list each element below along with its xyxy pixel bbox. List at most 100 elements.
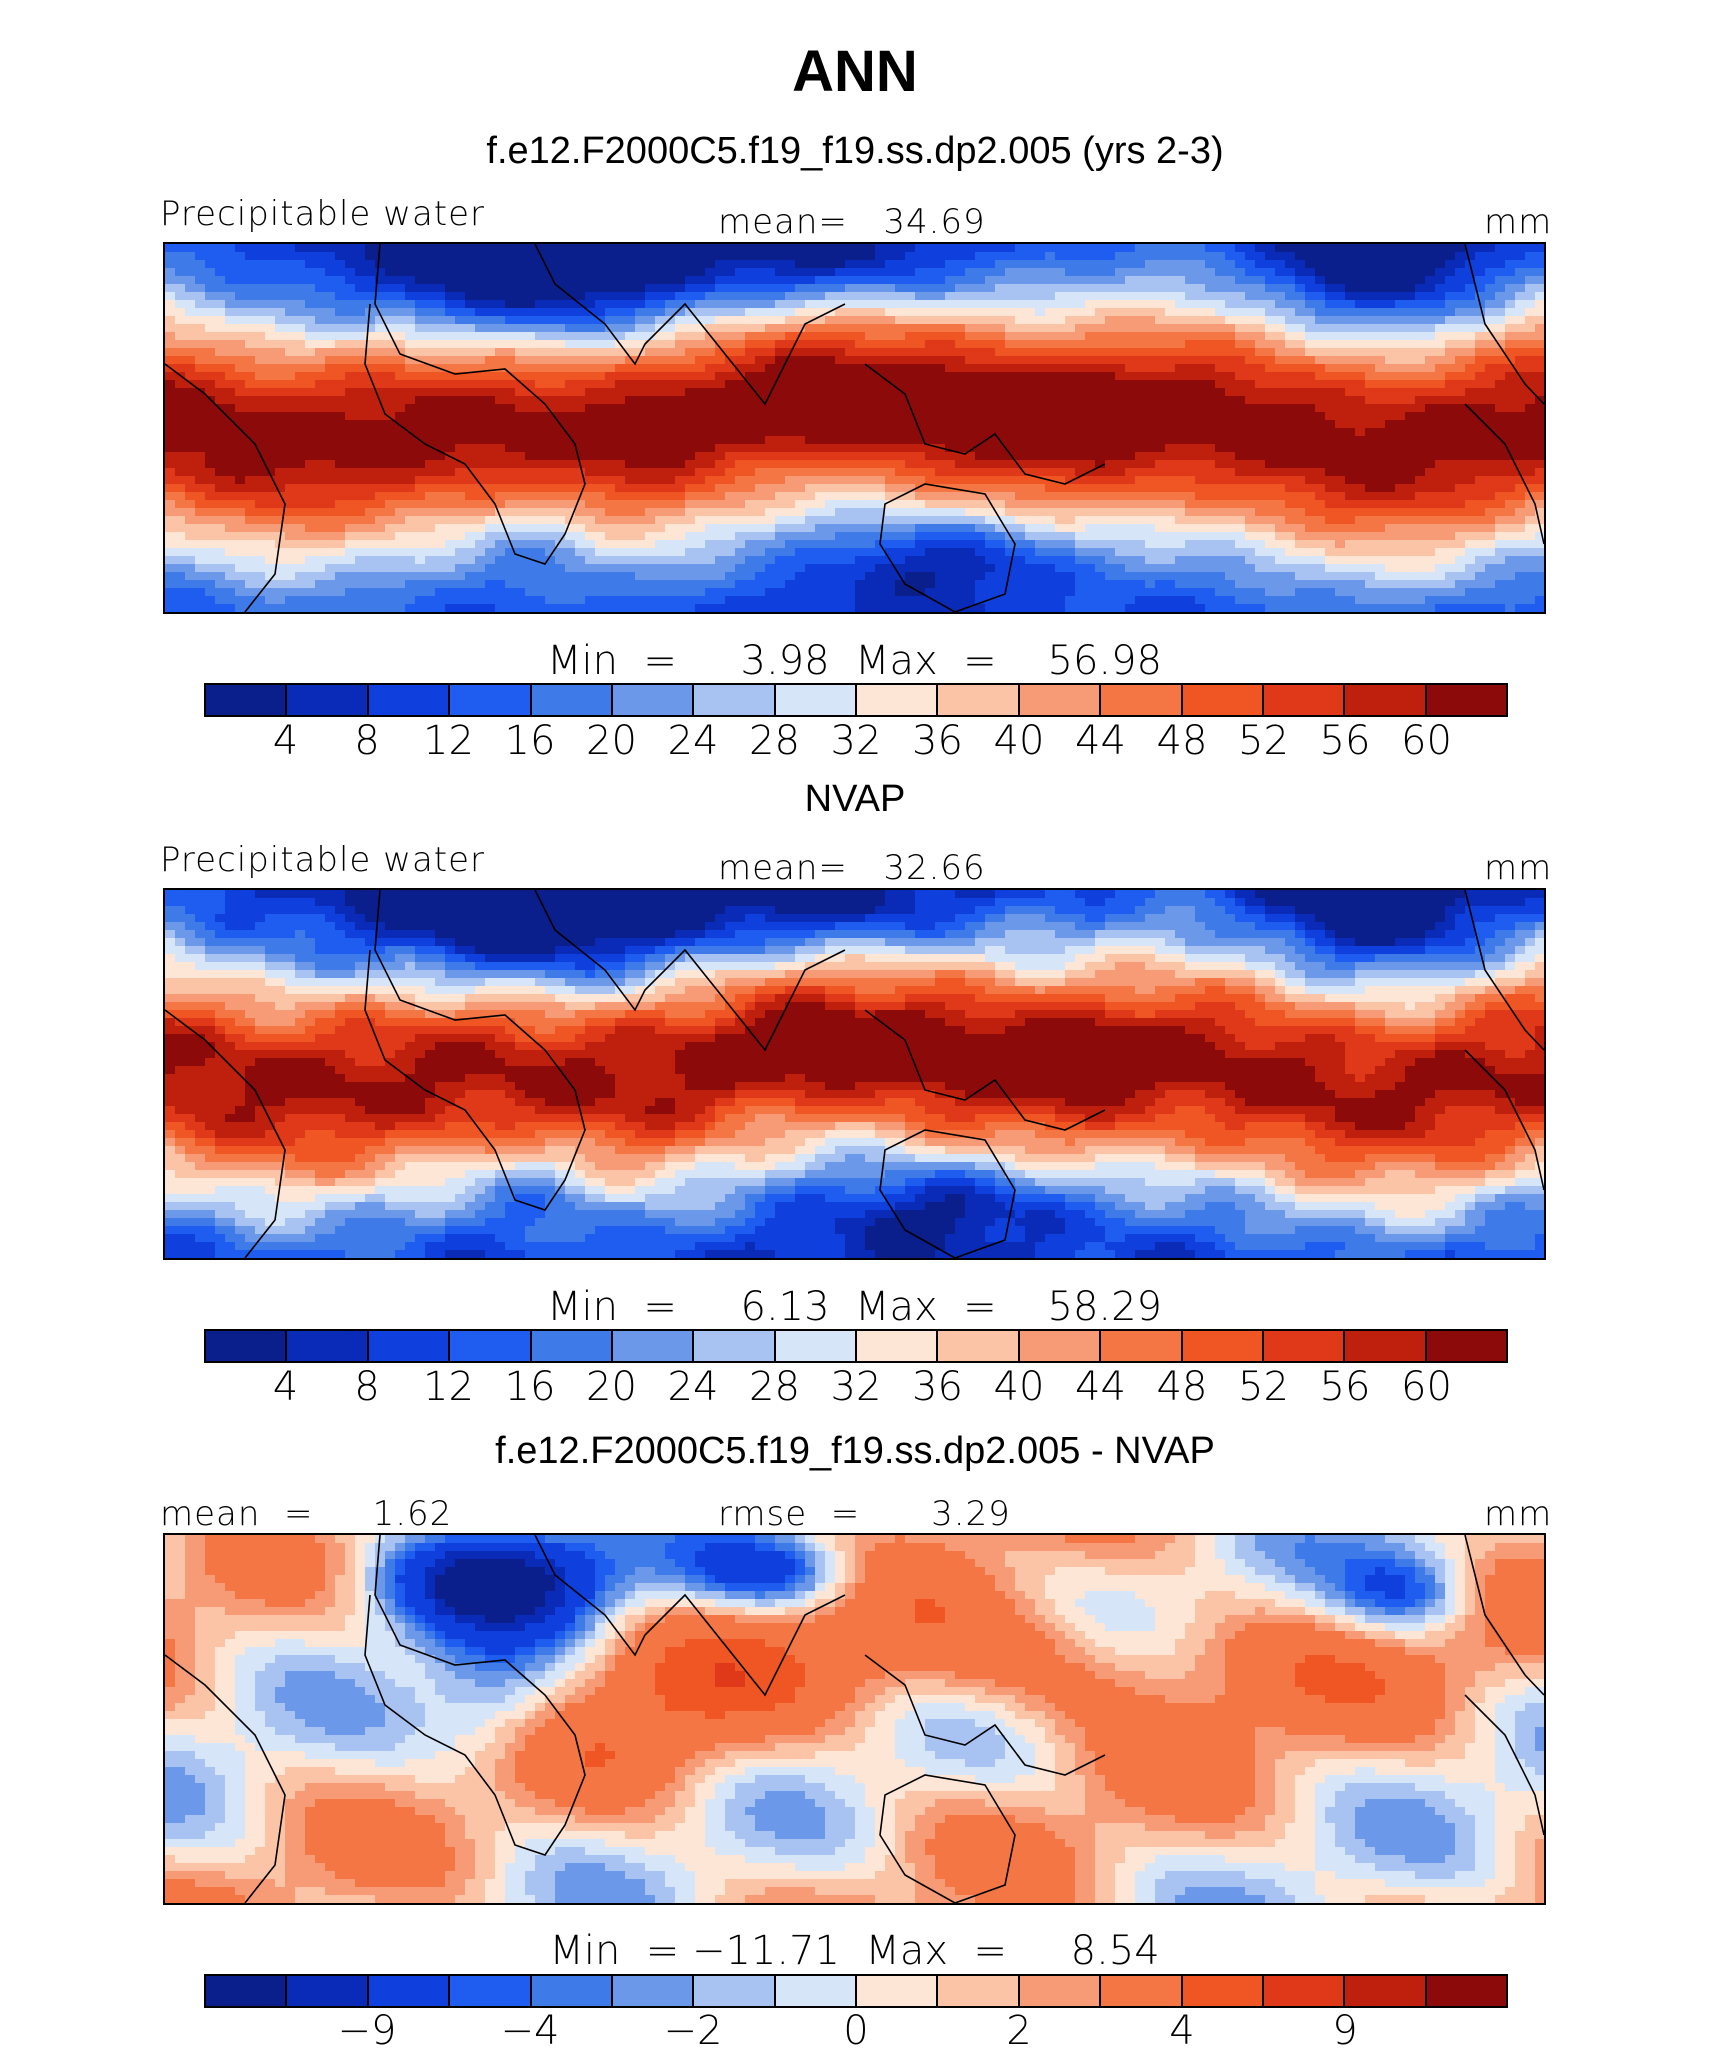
colorbar-tick-label: 9 [1332,2008,1358,2054]
panel-1-variable-label: Precipitable water [160,194,486,234]
colorbar-swatch [1019,1976,1102,2006]
colorbar-tick-label: 4 [272,1364,299,1410]
colorbar-swatch [857,1976,939,2006]
panel-1-colorbar [204,683,1508,717]
panel-2-contour-map [163,888,1546,1260]
panel-1-mean-label: mean= 34.69 [718,202,986,242]
colorbar-tick-label: 48 [1156,718,1208,764]
colorbar-swatch [287,1331,369,1361]
colorbar-tick-label: 0 [843,2008,869,2054]
colorbar-tick-label: 4 [1169,2008,1195,2054]
colorbar-swatch [206,1976,288,2006]
colorbar-tick-label: 16 [504,718,556,764]
panel-1-contour-map [163,242,1546,614]
colorbar-swatch [1101,1331,1183,1361]
colorbar-swatch [368,1331,451,1361]
colorbar-swatch [612,685,695,715]
colorbar-tick-label: 20 [586,1364,637,1410]
colorbar-tick-label: 32 [830,1364,882,1410]
colorbar-tick-label: 44 [1075,718,1126,764]
colorbar-swatch [1426,685,1506,715]
colorbar-tick-label: 8 [354,718,380,764]
colorbar-tick-label: 8 [354,1364,380,1410]
colorbar-tick-label: 28 [749,1364,800,1410]
colorbar-tick-label: 28 [749,718,800,764]
colorbar-swatch [612,1976,695,2006]
colorbar-tick-label: 32 [830,718,882,764]
colorbar-swatch [775,1331,857,1361]
colorbar-swatch [1182,1976,1264,2006]
colorbar-swatch [857,685,939,715]
colorbar-swatch [450,685,532,715]
panel-3-rmse-label: rmse = 3.29 [718,1494,1011,1534]
colorbar-swatch [206,1331,288,1361]
colorbar-tick-label: 20 [586,718,637,764]
colorbar-tick-label: 60 [1401,1364,1452,1410]
panel-2-mean-label: mean= 32.66 [718,848,986,888]
panel-3-units-label: mm [1484,1494,1553,1534]
colorbar-tick-label: 16 [504,1364,556,1410]
panel-3-contour-map [163,1533,1546,1905]
panel-2-subtitle: NVAP [804,778,906,820]
colorbar-swatch [1345,1331,1427,1361]
colorbar-tick-label: 52 [1238,1364,1289,1410]
colorbar-swatch [694,1976,776,2006]
colorbar-tick-label: 2 [1006,2008,1032,2054]
colorbar-tick-label: 52 [1238,718,1289,764]
panel-3-min-max: Min = −11.71 Max = 8.54 [549,1928,1160,1974]
colorbar-tick-label: −9 [337,2008,397,2054]
colorbar-swatch [775,685,857,715]
colorbar-tick-label: 12 [423,1364,474,1410]
colorbar-tick-label: 56 [1319,718,1371,764]
colorbar-swatch [775,1976,857,2006]
colorbar-swatch [368,685,451,715]
colorbar-swatch [450,1331,532,1361]
colorbar-swatch [368,1976,451,2006]
colorbar-swatch [1345,1976,1427,2006]
colorbar-swatch [531,1976,613,2006]
colorbar-tick-label: 24 [667,718,719,764]
colorbar-swatch [287,1976,369,2006]
panel-1-min-max: Min = 3.98 Max = 56.98 [547,638,1162,684]
colorbar-tick-label: −4 [500,2008,560,2054]
colorbar-swatch [1426,1331,1506,1361]
colorbar-swatch [1263,1976,1346,2006]
colorbar-tick-label: 40 [993,1364,1045,1410]
figure-title: ANN [792,39,918,104]
colorbar-swatch [531,1331,613,1361]
colorbar-swatch [531,685,613,715]
colorbar-swatch [1019,1331,1102,1361]
colorbar-swatch [1101,685,1183,715]
colorbar-swatch [1182,685,1264,715]
colorbar-swatch [1019,685,1102,715]
panel-3-colorbar [204,1974,1508,2008]
colorbar-swatch [287,685,369,715]
colorbar-swatch [1182,1331,1264,1361]
colorbar-swatch [1101,1976,1183,2006]
colorbar-swatch [1345,685,1427,715]
colorbar-tick-label: 36 [912,718,963,764]
colorbar-tick-label: −2 [663,2008,723,2054]
panel-3-colorbar-ticks: −9 −4 −2 0 2 4 9 [204,2008,1508,2056]
panel-3-subtitle: f.e12.F2000C5.f19_f19.ss.dp2.005 - NVAP [495,1430,1215,1472]
colorbar-swatch [857,1331,939,1361]
colorbar-swatch [450,1976,532,2006]
colorbar-swatch [1263,1331,1346,1361]
panel-2-min-max: Min = 6.13 Max = 58.29 [547,1284,1162,1330]
panel-2-colorbar [204,1329,1508,1363]
colorbar-swatch [938,1331,1020,1361]
colorbar-tick-label: 44 [1075,1364,1126,1410]
panel-2-colorbar-ticks: 4 8 12 16 20 24 28 32 36 40 44 48 52 56 60 [204,1364,1508,1412]
colorbar-tick-label: 4 [272,718,299,764]
colorbar-swatch [206,685,288,715]
panel-3-mean-label: mean = 1.62 [160,1494,453,1534]
colorbar-swatch [612,1331,695,1361]
colorbar-swatch [938,1976,1020,2006]
colorbar-swatch [1263,685,1346,715]
panel-1-subtitle: f.e12.F2000C5.f19_f19.ss.dp2.005 (yrs 2-… [486,130,1224,172]
colorbar-swatch [694,685,776,715]
colorbar-tick-label: 24 [667,1364,719,1410]
panel-2-variable-label: Precipitable water [160,840,486,880]
colorbar-tick-label: 36 [912,1364,963,1410]
colorbar-tick-label: 40 [993,718,1045,764]
